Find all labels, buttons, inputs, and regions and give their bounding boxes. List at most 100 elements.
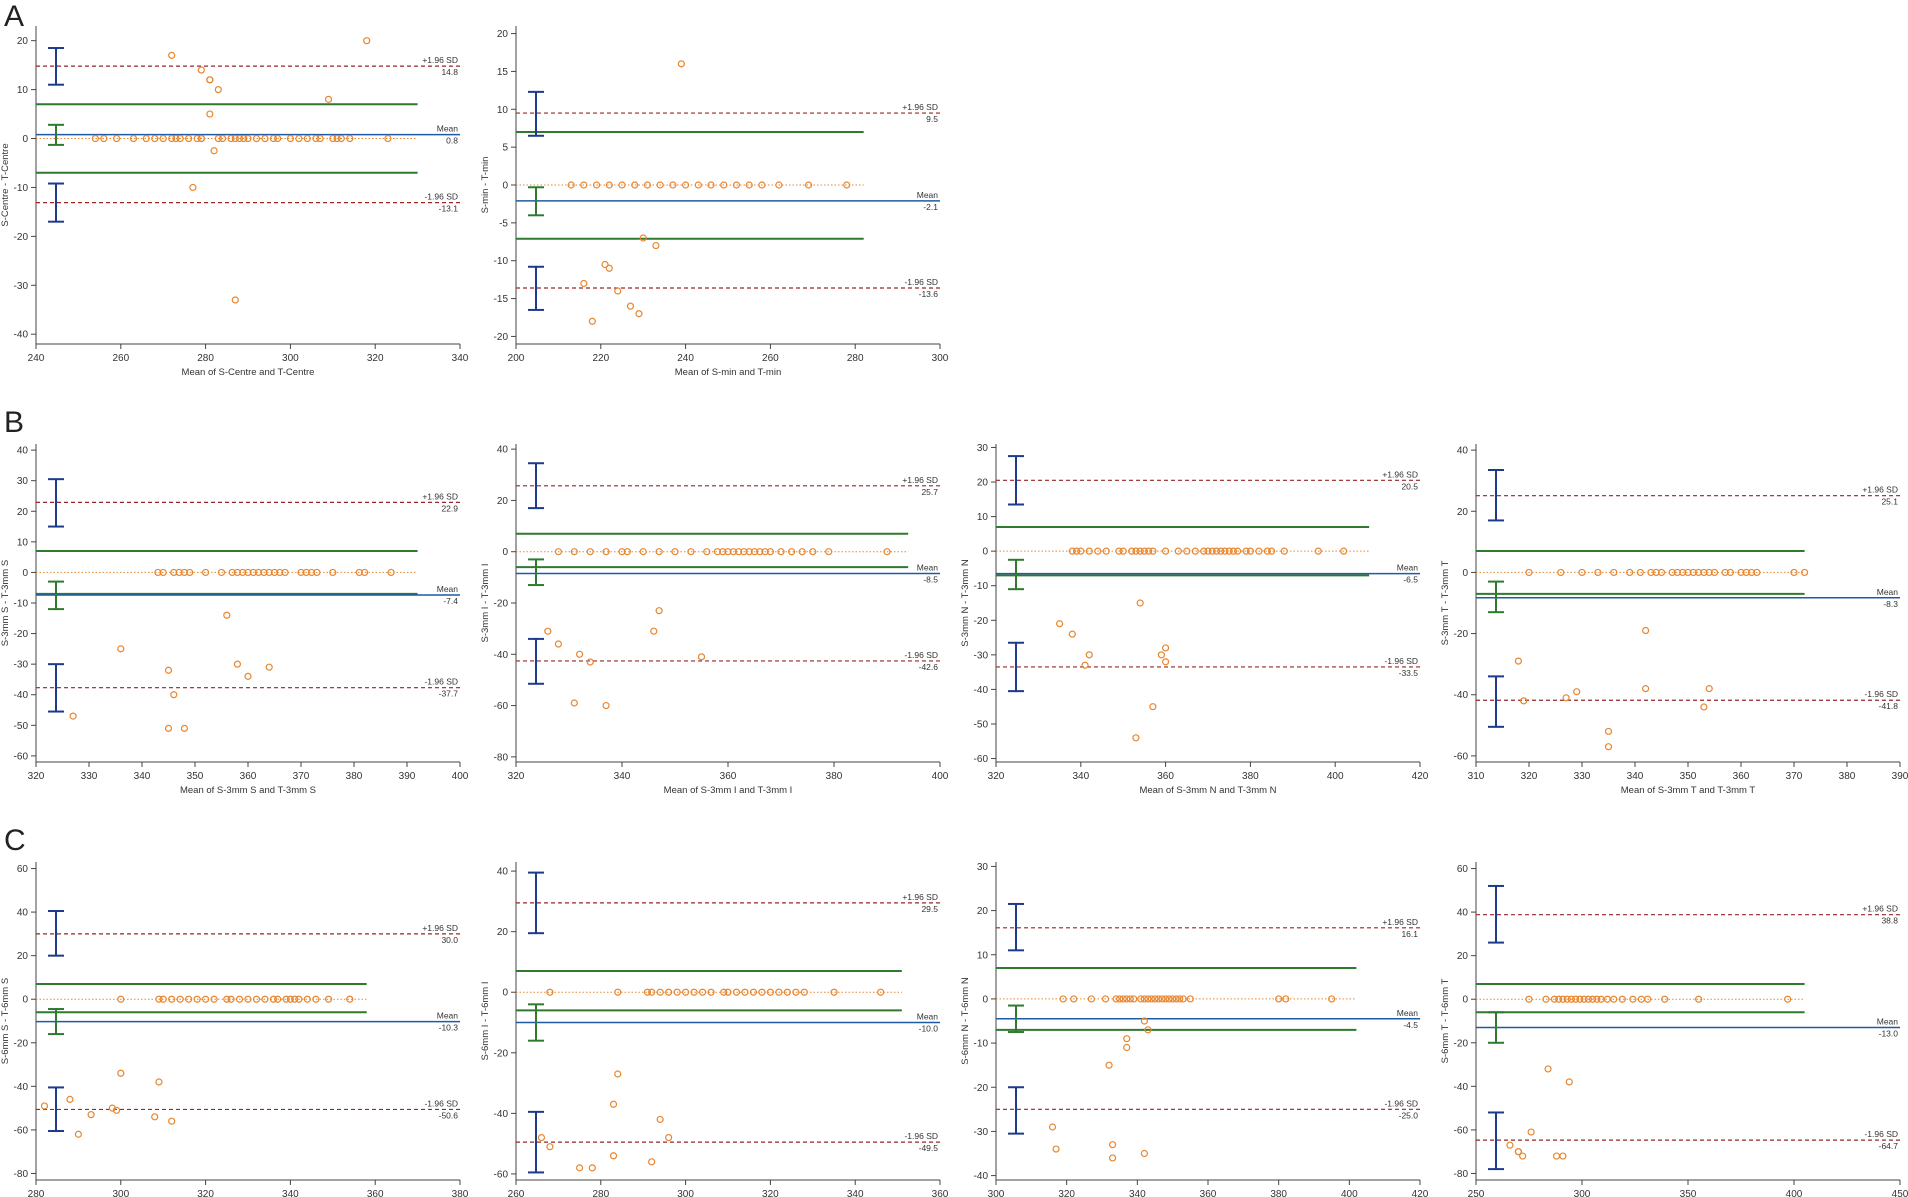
- data-point: [164, 724, 173, 732]
- lower-loa-value: -13.6: [919, 289, 939, 299]
- y-tick-label: 20: [17, 507, 29, 518]
- data-point: [673, 988, 681, 996]
- data-point: [281, 568, 289, 577]
- data-point: [1263, 547, 1271, 555]
- data-point: [155, 995, 163, 1003]
- data-point: [1550, 995, 1559, 1003]
- y-tick-label: -10: [14, 599, 29, 610]
- mean-value: -7.4: [443, 596, 458, 606]
- data-point: [1726, 568, 1735, 577]
- data-point: [1644, 995, 1652, 1003]
- data-point: [697, 653, 706, 661]
- data-point: [1673, 568, 1682, 577]
- x-tick-label: 380: [1242, 771, 1259, 782]
- data-point: [614, 988, 622, 996]
- x-tick-label: 280: [197, 353, 214, 364]
- panel-letter-b: B: [4, 406, 25, 439]
- x-tick-label: 400: [1786, 1189, 1803, 1197]
- upper-loa-value: 16.1: [1401, 929, 1418, 939]
- data-point: [1267, 547, 1276, 555]
- data-point: [286, 134, 294, 143]
- x-tick-label: 370: [293, 771, 310, 782]
- mean-label: Mean: [437, 124, 459, 134]
- upper-loa-value: 25.7: [921, 487, 938, 497]
- y-tick-label: 20: [1457, 951, 1469, 962]
- data-point: [1161, 644, 1170, 652]
- data-point: [1563, 995, 1571, 1003]
- chart-B2: 320 340 360 380 400 40 20 0 -20 -40 -60 -80 Mean of …: [480, 444, 949, 796]
- data-point: [1328, 995, 1336, 1003]
- data-point: [112, 134, 121, 143]
- y-tick-label: -40: [974, 1171, 989, 1182]
- data-point: [261, 995, 269, 1003]
- data-point: [1790, 568, 1798, 577]
- data-point: [223, 611, 231, 619]
- data-point: [1661, 995, 1669, 1003]
- data-point: [719, 548, 727, 556]
- data-point: [172, 134, 180, 143]
- data-point: [312, 134, 320, 143]
- data-point: [1070, 995, 1078, 1003]
- upper-loa-value: 9.5: [926, 114, 938, 124]
- data-point: [580, 279, 588, 288]
- data-point: [1721, 568, 1729, 577]
- data-point: [720, 181, 728, 189]
- data-point: [1105, 1061, 1113, 1069]
- data-point: [1580, 995, 1588, 1003]
- data-point: [291, 995, 299, 1003]
- data-point: [1567, 995, 1576, 1003]
- data-point: [1191, 547, 1199, 555]
- data-point: [1525, 995, 1533, 1003]
- data-point: [295, 995, 303, 1003]
- y-tick-label: -10: [14, 183, 29, 194]
- data-point: [575, 650, 584, 658]
- mean-label: Mean: [437, 1011, 459, 1021]
- data-point: [1520, 697, 1528, 705]
- data-point: [186, 568, 194, 577]
- x-tick-label: 340: [134, 771, 151, 782]
- mean-label: Mean: [917, 563, 939, 573]
- x-axis-label: Mean of S-3mm I and T-3mm I: [664, 785, 793, 796]
- y-tick-label: 15: [497, 67, 509, 78]
- upper-loa-label: +1.96 SD: [1382, 469, 1418, 479]
- y-tick-label: -60: [1454, 751, 1469, 762]
- data-point: [635, 310, 643, 318]
- data-point: [1641, 626, 1650, 635]
- data-point: [1094, 547, 1102, 555]
- x-tick-label: 340: [282, 1189, 299, 1197]
- x-tick-label: 400: [932, 771, 949, 782]
- lower-loa-value: -13.1: [439, 204, 459, 214]
- data-point: [681, 988, 690, 996]
- y-tick-label: 60: [1457, 864, 1469, 875]
- data-point: [387, 568, 395, 577]
- data-point: [777, 548, 785, 556]
- panel-letter-a: A: [4, 0, 25, 33]
- data-point: [214, 85, 222, 94]
- data-point: [265, 568, 273, 577]
- data-point: [1593, 995, 1601, 1003]
- y-tick-label: -60: [494, 1169, 509, 1180]
- x-tick-label: 380: [452, 1189, 469, 1197]
- x-tick-label: 360: [1733, 771, 1750, 782]
- data-point: [703, 548, 711, 556]
- lower-loa-value: -33.5: [1399, 668, 1419, 678]
- chart-B1: 320 330 340 350 360 370 380 390 400 40 30 20 10 0 -10 -…: [0, 444, 469, 796]
- x-tick-label: 320: [988, 771, 1005, 782]
- y-tick-label: 10: [17, 537, 29, 548]
- y-tick-label: 60: [17, 864, 29, 875]
- data-point: [185, 995, 193, 1003]
- y-axis-label: S-Centre - T-Centre: [0, 143, 11, 226]
- y-tick-label: 40: [17, 908, 29, 919]
- y-tick-label: 0: [502, 181, 508, 192]
- data-point: [261, 134, 269, 143]
- data-point: [570, 548, 578, 556]
- y-axis-label: S-6mm T - T-6mm T: [1440, 978, 1451, 1063]
- data-point: [206, 110, 214, 118]
- y-tick-label: -80: [494, 752, 509, 763]
- data-point: [346, 134, 354, 143]
- data-point: [274, 995, 282, 1003]
- data-point: [1157, 651, 1165, 659]
